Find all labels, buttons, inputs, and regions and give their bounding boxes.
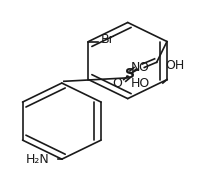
Text: H₂N: H₂N	[26, 153, 49, 166]
Text: Br: Br	[101, 33, 115, 46]
Text: N: N	[131, 61, 140, 74]
Text: O: O	[138, 61, 148, 74]
Text: HO: HO	[131, 76, 151, 90]
Text: OH: OH	[165, 59, 184, 72]
Text: S: S	[125, 67, 135, 81]
Text: O: O	[112, 76, 122, 90]
